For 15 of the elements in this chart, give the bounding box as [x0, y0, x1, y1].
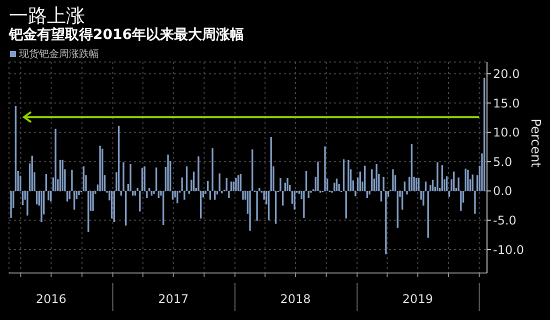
y-tick-label: 0.0	[493, 184, 512, 198]
y-axis-title: Percent	[527, 118, 542, 168]
x-tick-label: 2019	[402, 292, 433, 306]
y-tick-label: 10.0	[493, 126, 520, 140]
y-tick-label: -5.0	[493, 214, 516, 228]
chart-title: 一路上涨	[9, 4, 85, 27]
legend-label: 现货钯金周涨跌幅	[18, 48, 99, 61]
chart-subtitle: 钯金有望取得2016年以来最大周涨幅	[9, 26, 244, 44]
y-tick-label: 20.0	[493, 66, 520, 81]
x-tick-label: 2017	[158, 292, 189, 306]
y-tick-label: 5.0	[493, 154, 512, 169]
x-tick-label: 2018	[280, 292, 311, 306]
y-tick-label: -10.0	[493, 242, 524, 257]
y-tick-label: 15.0	[493, 96, 520, 110]
x-tick-label: 2016	[36, 292, 66, 306]
